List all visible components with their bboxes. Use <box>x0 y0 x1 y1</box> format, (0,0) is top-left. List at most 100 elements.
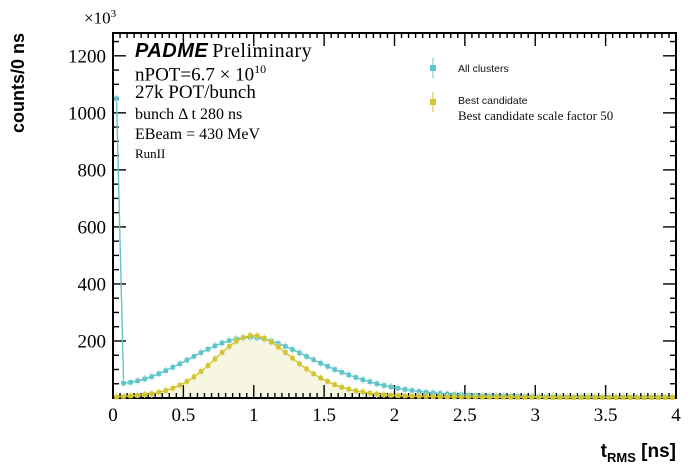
data-point-marker <box>156 371 161 377</box>
x-tick-label: 0.5 <box>172 405 196 426</box>
data-point-marker <box>339 384 344 390</box>
annotation-run: RunII <box>135 146 166 161</box>
data-point-marker <box>219 340 225 346</box>
data-point-marker <box>670 395 675 400</box>
data-point-marker <box>219 350 225 355</box>
data-point-marker <box>416 394 422 399</box>
data-point-marker <box>543 395 549 400</box>
data-point-marker <box>367 390 373 396</box>
data-point-marker <box>198 369 204 374</box>
data-point-marker <box>205 346 211 352</box>
data-point-marker <box>480 395 485 400</box>
data-point-marker <box>297 350 302 356</box>
data-point-marker <box>121 380 126 386</box>
annotation-npot: nPOT=6.7 × 1010 <box>135 62 266 86</box>
x-tick-label: 4 <box>671 405 681 426</box>
data-point-marker <box>290 355 295 361</box>
best-candidate-fill-area <box>116 335 673 398</box>
data-point-marker <box>423 394 429 399</box>
npot-text: nPOT=6.7 × 10 <box>135 64 255 86</box>
data-point-marker <box>613 395 619 400</box>
data-point-marker <box>346 386 352 392</box>
data-point-marker <box>409 388 415 393</box>
legend-label-best-candidate: Best candidate <box>458 95 528 107</box>
annotation-pot-bunch: 27k POT/bunch <box>135 82 256 103</box>
annotation-brand-line: PADME Preliminary <box>135 40 312 63</box>
data-point-marker <box>135 393 140 398</box>
data-point-marker <box>156 390 161 395</box>
data-point-marker <box>515 395 520 400</box>
x-axis-title-unit: [ns] <box>635 441 676 462</box>
data-point-marker <box>416 389 422 394</box>
legend-marker-best-candidate <box>430 99 436 105</box>
data-point-marker <box>142 376 147 382</box>
data-point-marker <box>466 394 471 400</box>
data-point-marker <box>226 344 232 349</box>
data-point-marker <box>163 368 169 373</box>
y-axis-power-label: ×103 <box>84 8 116 29</box>
x-tick-label: 2 <box>390 405 400 426</box>
data-point-marker <box>445 394 450 400</box>
data-point-marker <box>536 395 542 400</box>
data-point-marker <box>212 343 218 349</box>
data-point-marker <box>191 354 197 359</box>
data-point-marker <box>240 335 246 340</box>
y-tick-label: 800 <box>78 160 107 181</box>
x-tick-label: 3.5 <box>594 405 618 426</box>
data-point-marker <box>564 395 570 400</box>
data-point-marker <box>311 357 316 363</box>
data-point-marker <box>318 360 323 366</box>
data-point-marker <box>409 394 415 399</box>
data-point-marker <box>339 370 344 375</box>
data-point-marker <box>325 364 330 369</box>
data-point-marker <box>247 333 253 338</box>
data-point-marker <box>353 388 359 394</box>
data-point-marker <box>276 344 281 350</box>
x-tick-label: 1 <box>249 405 259 426</box>
data-point-marker <box>325 379 330 384</box>
y-tick-label: 600 <box>78 217 107 238</box>
data-point-marker <box>311 371 316 377</box>
y-axis-title: counts/0 ns <box>8 33 28 134</box>
data-point-marker <box>332 367 337 372</box>
data-point-marker <box>149 391 154 396</box>
brand-preliminary: Preliminary <box>212 40 313 62</box>
data-point-marker <box>599 395 605 400</box>
data-point-marker <box>170 386 176 391</box>
data-point-marker <box>459 394 464 400</box>
x-tick-label: 2.5 <box>453 405 477 426</box>
data-point-marker <box>184 379 190 384</box>
data-point-marker <box>642 395 647 400</box>
data-point-marker <box>353 375 359 380</box>
data-point-marker <box>635 395 640 400</box>
x-axis-title-main: t <box>600 441 607 462</box>
x-tick-label: 0 <box>108 405 118 426</box>
data-point-marker <box>374 391 380 397</box>
data-point-marker <box>656 395 661 400</box>
legend-label-all-clusters: All clusters <box>458 63 509 75</box>
data-point-marker <box>578 395 584 400</box>
data-point-marker <box>177 361 183 367</box>
data-point-marker <box>473 394 478 400</box>
data-point-marker <box>360 377 366 382</box>
data-point-marker <box>585 395 591 400</box>
data-point-marker <box>360 389 366 395</box>
data-point-marker <box>304 366 309 372</box>
data-point-marker <box>262 335 267 341</box>
data-point-marker <box>269 339 274 345</box>
data-point-marker <box>388 393 394 398</box>
data-point-marker <box>388 384 394 390</box>
y-tick-label: 200 <box>78 331 107 352</box>
data-point-marker <box>550 395 556 400</box>
data-point-marker <box>606 395 612 400</box>
data-point-marker <box>571 395 577 400</box>
data-point-marker <box>494 395 499 400</box>
data-point-marker <box>170 364 176 370</box>
data-point-marker <box>114 96 119 101</box>
data-point-marker <box>395 386 401 391</box>
data-point-marker <box>283 350 288 355</box>
data-point-marker <box>374 381 380 386</box>
data-point-marker <box>452 394 457 400</box>
y-power-exponent: 3 <box>110 8 117 20</box>
